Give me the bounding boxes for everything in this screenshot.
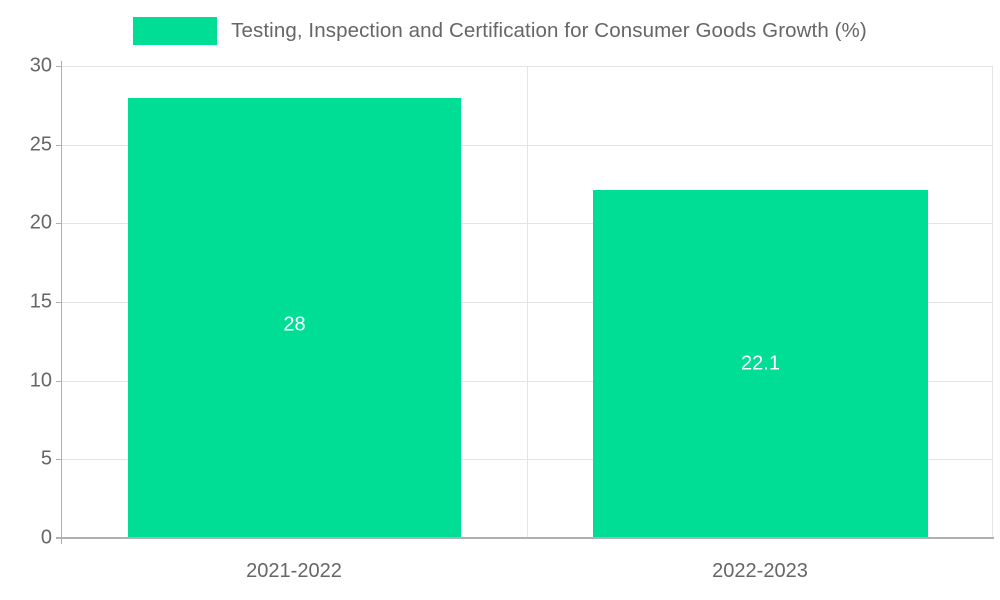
y-axis-tick-label-30: 30 — [29, 54, 52, 77]
y-axis-tick-label-20: 20 — [29, 211, 52, 234]
bar-value-label-2022-2023: 22.1 — [741, 352, 780, 375]
x-axis-tick-label-2021-2022: 2021-2022 — [246, 560, 342, 582]
plot-area: 28 22.1 — [62, 66, 993, 538]
y-axis-tick-mark-25 — [56, 145, 62, 146]
x-axis-line — [56, 537, 994, 539]
y-axis-tick-label-10: 10 — [29, 369, 52, 392]
bar-value-label-2021-2022: 28 — [283, 313, 306, 335]
y-axis-tick-label-15: 15 — [29, 290, 52, 313]
y-axis-tick-mark-5 — [56, 459, 62, 460]
legend-color-swatch-icon — [133, 17, 218, 45]
y-axis-tick-label-25: 25 — [29, 133, 52, 156]
bar-2021-2022[interactable]: 28 — [128, 97, 461, 538]
y-axis-tick-label-5: 5 — [40, 447, 52, 470]
y-axis-tick-mark-10 — [56, 381, 62, 382]
y-axis-tick-label-0: 0 — [40, 526, 52, 549]
chart-legend: Testing, Inspection and Certification fo… — [0, 0, 1000, 62]
bar-2022-2023[interactable]: 22.1 — [593, 190, 928, 538]
x-axis-tick-label-2022-2023: 2022-2023 — [712, 560, 808, 582]
y-axis-labels: 30 25 20 15 10 5 0 — [0, 0, 52, 600]
y-axis-tick-mark-20 — [56, 223, 62, 224]
legend-item-label: Testing, Inspection and Certification fo… — [231, 19, 867, 42]
y-axis-tick-mark-15 — [56, 302, 62, 303]
y-axis-tick-mark-30 — [56, 66, 62, 67]
gridline-vertical-category-divider — [527, 66, 528, 538]
y-axis-line — [61, 61, 62, 544]
legend-item-series-1[interactable]: Testing, Inspection and Certification fo… — [133, 17, 867, 45]
gridline-vertical-right-edge — [992, 66, 993, 538]
